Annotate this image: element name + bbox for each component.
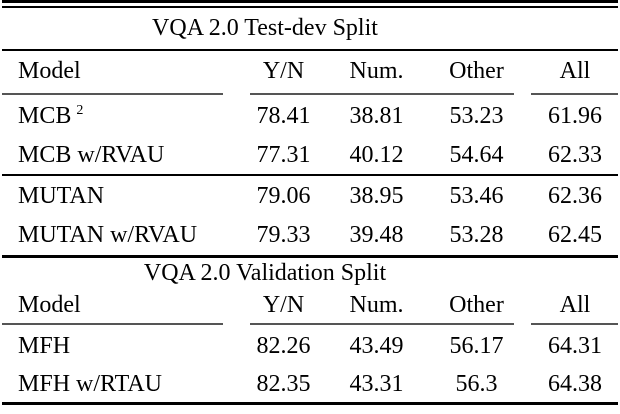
col-header-num: Num. (349, 58, 404, 84)
section-divider-rule (2, 255, 618, 258)
num-cell: 38.81 (349, 103, 404, 129)
all-cell: 62.45 (548, 222, 602, 248)
num-cell: 38.95 (349, 182, 404, 209)
cmidrule-model (2, 322, 223, 326)
bottom-rule (2, 402, 618, 405)
yn-cell: 77.31 (256, 142, 311, 168)
model-name: MCB (18, 103, 72, 129)
model-cell: MFH w/RTAU (18, 370, 162, 397)
yn-cell: 78.41 (256, 103, 311, 129)
col-header-all: All (559, 58, 591, 84)
section1-header-row: Model Y/N Num. Other All (0, 51, 620, 92)
other-cell: 53.23 (449, 103, 504, 129)
model-cell: MUTAN w/RVAU (18, 222, 198, 248)
section1-title-divider-rule (2, 49, 618, 51)
col-header-other: Other (449, 291, 504, 318)
col-header-model: Model (18, 291, 81, 318)
all-cell: 62.33 (548, 142, 602, 168)
top-rule-heavy (2, 0, 618, 3)
table-row-mfh: MFH 82.26 43.49 56.17 64.31 (0, 326, 620, 366)
all-cell: 62.36 (548, 182, 602, 209)
top-rule-light (2, 6, 618, 8)
cmidrule-metrics (250, 322, 514, 326)
model-cell: MCB 2 (0, 103, 237, 130)
yn-cell: 79.33 (256, 222, 311, 248)
section1-cmidrules (0, 92, 620, 96)
yn-cell: 82.26 (256, 332, 311, 359)
col-header-yn: Y/N (262, 58, 305, 84)
section1-title-row: VQA 2.0 Test-dev Split (0, 8, 620, 49)
section2-title: VQA 2.0 Validation Split (143, 259, 387, 286)
num-cell: 40.12 (349, 142, 404, 168)
table-row-mutan: MUTAN 79.06 38.95 53.46 62.36 (0, 176, 620, 216)
table-row-mcb-rvau: MCB w/RVAU 77.31 40.12 54.64 62.33 (0, 137, 620, 174)
other-cell: 53.28 (449, 222, 504, 248)
col-header-yn: Y/N (262, 291, 305, 318)
col-header-model: Model (18, 58, 81, 84)
num-cell: 43.49 (349, 332, 404, 359)
yn-cell: 79.06 (256, 182, 311, 209)
cmidrule-model (2, 92, 223, 96)
yn-cell: 82.35 (256, 370, 311, 397)
num-cell: 43.31 (349, 370, 404, 397)
section1-title: VQA 2.0 Test-dev Split (152, 15, 378, 41)
other-cell: 56.3 (455, 370, 498, 397)
group-divider-rule (2, 174, 618, 176)
footnote-marker: 2 (76, 103, 84, 118)
model-cell: MFH (18, 332, 71, 359)
cmidrule-metrics (250, 92, 514, 96)
col-header-all: All (559, 291, 591, 318)
num-cell: 39.48 (349, 222, 404, 248)
section2-title-row: VQA 2.0 Validation Split (0, 258, 620, 288)
all-cell: 61.96 (548, 103, 602, 129)
other-cell: 54.64 (449, 142, 504, 168)
top-rule (0, 0, 620, 8)
section2-header-row: Model Y/N Num. Other All (0, 288, 620, 322)
col-header-num: Num. (349, 291, 404, 318)
table-row-mfh-rtau: MFH w/RTAU 82.35 43.31 56.3 64.38 (0, 366, 620, 402)
col-header-other: Other (449, 58, 504, 84)
section2-cmidrules (0, 322, 620, 326)
bottom-margin (0, 405, 620, 412)
table-row-mutan-rvau: MUTAN w/RVAU 79.33 39.48 53.28 62.45 (0, 216, 620, 255)
model-cell: MUTAN (18, 182, 105, 209)
other-cell: 56.17 (449, 332, 504, 359)
model-cell: MCB w/RVAU (18, 142, 165, 168)
cmidrule-all (531, 92, 618, 96)
all-cell: 64.31 (548, 332, 602, 359)
all-cell: 64.38 (548, 370, 602, 397)
table-row-mcb: MCB 2 78.41 38.81 53.23 61.96 (0, 96, 620, 137)
cmidrule-all (531, 322, 618, 326)
other-cell: 53.46 (449, 182, 504, 209)
